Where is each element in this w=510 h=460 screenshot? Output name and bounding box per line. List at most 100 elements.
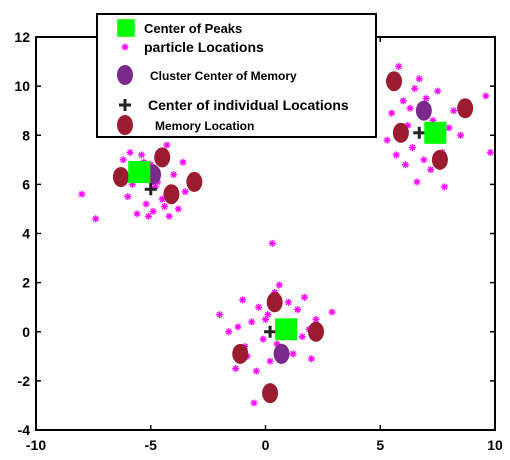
point-particle-locations-52 [275,281,283,289]
point-particle-locations-12 [163,141,171,149]
legend: Center of Peaks particle Locations Cluster… [96,13,377,138]
point-center-of-individual-locations-0 [144,183,157,196]
point-particle-locations-45 [307,355,315,363]
point-particle-locations-62 [408,144,416,152]
y-tick-label: 8 [22,127,30,143]
point-particle-locations-33 [255,303,263,311]
point-particle-locations-66 [420,156,428,164]
point-center-of-peaks-1 [275,318,298,341]
point-particle-locations-26 [216,311,224,319]
y-tick-label: 4 [22,226,30,242]
y-tick-label: 12 [14,29,30,45]
point-particle-locations-20 [161,202,169,210]
point-memory-location-4 [266,292,283,313]
y-tick-label: -4 [18,422,31,438]
point-memory-location-2 [163,184,180,205]
legend-box [96,13,377,138]
point-particle-locations-67 [422,94,430,102]
y-tick-label: -2 [18,373,31,389]
point-particle-locations-74 [450,107,458,115]
point-particle-locations-3 [124,193,132,201]
point-particle-locations-40 [284,298,292,306]
legend-marker-particle-locations [121,43,129,51]
point-particle-locations-22 [126,148,134,156]
point-particle-locations-9 [149,207,157,215]
point-cluster-center-of-memory-1 [273,343,290,364]
legend-label-cluster-center-of-memory: Cluster Center of Memory [150,69,297,83]
point-particle-locations-76 [482,92,490,100]
point-memory-location-1 [154,147,171,168]
point-particle-locations-60 [401,161,409,169]
y-tick-label: 10 [14,78,30,94]
x-tick-label: 0 [262,437,270,453]
point-particle-locations-47 [328,308,336,316]
legend-label-memory-location: Memory Location [155,119,254,133]
point-particle-locations-70 [434,87,442,95]
point-particle-locations-24 [144,212,152,220]
point-particle-locations-42 [294,306,302,314]
point-particle-locations-28 [232,365,240,373]
point-particle-locations-7 [142,200,150,208]
point-particle-locations-75 [457,131,465,139]
point-particle-locations-78 [406,104,414,112]
point-particle-locations-77 [486,148,494,156]
point-memory-location-10 [431,149,448,170]
point-particle-locations-6 [138,151,146,159]
point-particle-locations-5 [133,210,141,218]
point-particle-locations-81 [415,75,423,83]
x-tick-label: 10 [487,437,503,453]
point-memory-location-0 [112,167,129,188]
point-particle-locations-41 [289,350,297,358]
legend-label-center-of-individual-locations: Center of individual Locations [148,97,349,113]
legend-marker-cluster-center-of-memory [117,65,133,85]
point-particle-locations-68 [427,166,435,174]
legend-label-particle-locations: particle Locations [144,39,264,55]
point-memory-location-11 [457,98,474,119]
point-memory-location-7 [262,383,279,404]
point-particle-locations-72 [441,183,449,191]
point-particle-locations-51 [234,323,242,331]
legend-marker-memory-location [117,115,133,135]
point-particle-locations-29 [239,296,247,304]
point-particle-locations-58 [395,62,403,70]
point-particle-locations-25 [268,239,276,247]
point-memory-location-5 [307,321,324,342]
point-center-of-individual-locations-1 [264,325,277,338]
point-particle-locations-16 [179,158,187,166]
point-particle-locations-63 [411,85,419,93]
y-tick-label: 2 [22,275,30,291]
axis-ticks: -10 -5 0 5 10 -4 -2 0 2 4 6 8 10 12 [14,29,503,453]
point-particle-locations-54 [252,367,260,375]
point-memory-location-6 [232,343,249,364]
point-center-of-individual-locations-2 [413,126,426,139]
point-particle-locations-15 [174,205,182,213]
point-particle-locations-13 [165,212,173,220]
point-particle-locations-17 [181,188,189,196]
x-tick-label: -5 [145,437,158,453]
point-center-of-peaks-0 [128,161,151,184]
legend-label-center-of-peaks: Center of Peaks [144,21,242,36]
point-particle-locations-1 [92,215,100,223]
point-particle-locations-27 [225,328,233,336]
point-particle-locations-43 [298,333,306,341]
point-particle-locations-64 [413,178,421,186]
data-marks [78,62,494,407]
point-memory-location-9 [392,122,409,143]
point-particle-locations-56 [388,109,396,117]
point-particle-locations-34 [259,335,267,343]
x-tick-label: -10 [26,437,46,453]
point-particle-locations-57 [392,151,400,159]
point-memory-location-8 [386,71,403,92]
point-particle-locations-59 [399,97,407,105]
point-particle-locations-0 [78,190,86,198]
point-particle-locations-14 [170,171,178,179]
point-particle-locations-73 [445,124,453,132]
point-particle-locations-36 [266,357,274,365]
point-particle-locations-31 [248,318,256,326]
legend-marker-center-of-peaks [117,19,135,37]
x-tick-label: 5 [376,437,384,453]
legend-marker-center-of-individual-locations [119,99,131,111]
y-tick-label: 6 [22,176,30,192]
point-particle-locations-44 [301,293,309,301]
